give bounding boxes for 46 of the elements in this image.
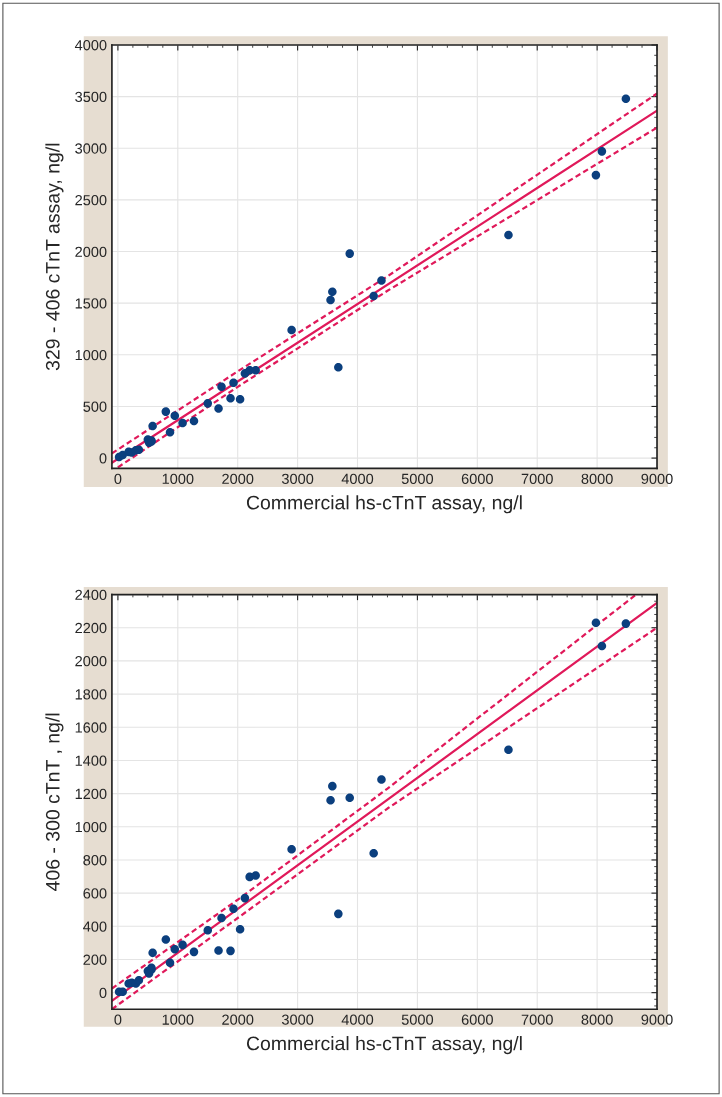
y-tick-label: 1500 [75, 298, 107, 309]
x-axis-title: Commercial hs-cTnT assay, ng/l [246, 1036, 522, 1055]
x-tick-label: 4000 [341, 473, 374, 484]
x-tick-label: 8000 [581, 1014, 613, 1025]
y-tick-label: 1200 [75, 788, 107, 800]
y-tick-label: 1600 [75, 722, 107, 733]
x-tick-label: 8000 [581, 473, 613, 484]
y-tick-label: 0 [99, 453, 107, 464]
x-axis-title: Commercial hs-cTnT assay, ng/l [246, 495, 522, 514]
x-tick-label: 9000 [641, 1014, 673, 1025]
y-tick-label: 2000 [75, 656, 107, 667]
y-tick-label: 400 [83, 921, 107, 932]
x-tick-label: 2000 [222, 1014, 254, 1025]
y-tick-label: 2200 [75, 622, 107, 634]
y-tick-label: 3500 [75, 91, 107, 103]
y-tick-label: 1400 [75, 755, 107, 766]
x-tick-label: 3000 [281, 473, 314, 484]
x-tick-label: 5000 [401, 473, 434, 484]
x-tick-label: 3000 [281, 1014, 314, 1025]
y-tick-label: 200 [83, 954, 107, 965]
x-tick-label: 7000 [521, 473, 553, 484]
x-tick-label: 5000 [401, 1014, 434, 1025]
y-tick-label: 800 [83, 855, 107, 866]
x-tick-label: 1000 [162, 1014, 194, 1025]
y-tick-label: 2400 [75, 589, 107, 600]
x-tick-label: 1000 [162, 473, 194, 484]
x-tick-label: 9000 [641, 473, 673, 484]
x-tick-label: 0 [114, 1014, 122, 1025]
y-tick-label: 1000 [75, 821, 107, 833]
y-tick-label: 4000 [74, 40, 107, 51]
x-tick-label: 4000 [341, 1014, 374, 1025]
y-tick-label: 600 [83, 888, 107, 899]
x-tick-label: 2000 [222, 473, 254, 484]
y-tick-label: 2500 [75, 195, 107, 206]
x-tick-label: 6000 [461, 473, 493, 484]
y-axis-title: 406 - 300 cTnT , ng/l [45, 713, 64, 891]
y-axis-title: 329 - 406 cTnT assay, ng/l [45, 143, 64, 371]
y-tick-label: 1800 [75, 689, 107, 700]
y-tick-label: 3000 [75, 143, 107, 154]
x-tick-label: 7000 [521, 1014, 553, 1025]
y-tick-label: 2000 [75, 246, 107, 257]
y-tick-label: 0 [99, 987, 107, 999]
x-tick-label: 6000 [461, 1014, 493, 1025]
x-tick-label: 0 [114, 473, 122, 484]
y-tick-label: 500 [83, 401, 107, 412]
y-tick-label: 1000 [75, 349, 107, 361]
